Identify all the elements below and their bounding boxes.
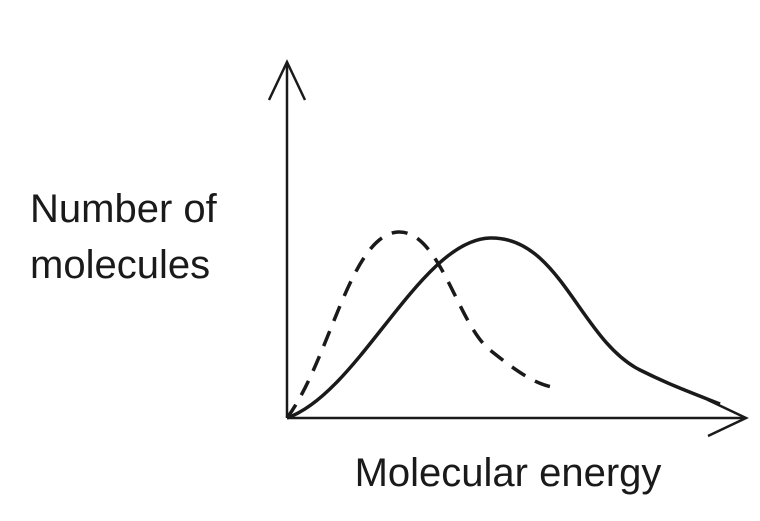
y-axis-label: Number of (30, 187, 218, 231)
dashed-curve (285, 230, 558, 420)
x-axis-arrow (707, 398, 749, 438)
x-axis-label: Molecular energy (355, 451, 662, 495)
solid-curve (286, 236, 721, 420)
y-axis-label: molecules (30, 243, 210, 287)
y-axis-arrow (267, 59, 307, 101)
